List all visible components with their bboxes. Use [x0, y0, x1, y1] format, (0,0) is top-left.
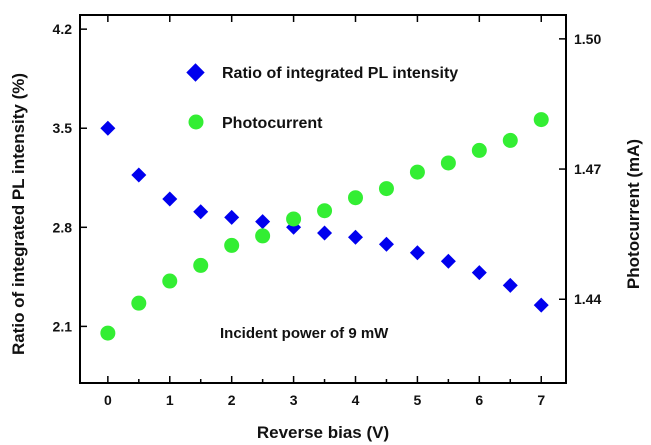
- y-right-tick-label: 1.47: [574, 161, 601, 177]
- photocurrent-point: [286, 211, 302, 227]
- photocurrent-point: [502, 132, 518, 148]
- legend-label-pl-ratio: Ratio of integrated PL intensity: [222, 65, 458, 82]
- photocurrent-point: [317, 203, 333, 219]
- y-left-tick-label: 3.5: [53, 120, 73, 136]
- photocurrent-point: [100, 325, 116, 341]
- x-tick-label: 3: [290, 392, 298, 408]
- x-axis-ticks: 0 1 2 3 4 5 6 7: [104, 15, 545, 408]
- x-tick-label: 4: [352, 392, 360, 408]
- photocurrent-point: [409, 164, 425, 180]
- y-left-axis-title: Ratio of integrated PL intensity (%): [9, 73, 28, 355]
- photocurrent-point: [224, 237, 240, 253]
- pl-ratio-point: [502, 277, 518, 293]
- y-right-axis-title: Photocurrent (mA): [624, 139, 643, 289]
- pl-ratio-point: [533, 297, 549, 313]
- x-tick-label: 6: [475, 392, 483, 408]
- y-left-axis-ticks: 2.1 2.8 3.5 4.2: [53, 21, 87, 334]
- photocurrent-point: [348, 190, 364, 206]
- pl-ratio-point: [471, 265, 487, 281]
- x-tick-label: 0: [104, 392, 112, 408]
- legend: Ratio of integrated PL intensity Photocu…: [186, 63, 458, 132]
- x-axis-title: Reverse bias (V): [257, 423, 389, 442]
- y-right-axis-ticks: 1.44 1.47 1.50: [559, 31, 601, 307]
- pl-ratio-point: [378, 236, 394, 252]
- y-right-tick-label: 1.44: [574, 291, 601, 307]
- x-tick-label: 7: [537, 392, 545, 408]
- photocurrent-point: [471, 142, 487, 158]
- pl-ratio-point: [100, 120, 116, 136]
- y-left-tick-label: 2.8: [53, 219, 73, 235]
- x-tick-label: 5: [414, 392, 422, 408]
- photocurrent-point: [193, 257, 209, 273]
- x-tick-label: 2: [228, 392, 236, 408]
- legend-marker-pl-ratio: [186, 63, 205, 82]
- photocurrent-point: [162, 273, 178, 289]
- legend-label-photocurrent: Photocurrent: [222, 115, 323, 132]
- y-right-tick-label: 1.50: [574, 31, 601, 47]
- pl-ratio-point: [409, 245, 425, 261]
- pl-ratio-point: [162, 191, 178, 207]
- photocurrent-point: [533, 112, 549, 128]
- photocurrent-point: [378, 181, 394, 197]
- y-left-tick-label: 2.1: [53, 318, 73, 334]
- x-tick-label: 1: [166, 392, 174, 408]
- y-left-tick-label: 4.2: [53, 21, 73, 37]
- pl-ratio-point: [131, 167, 147, 183]
- plot-frame: [79, 14, 567, 384]
- legend-marker-photocurrent: [188, 114, 204, 130]
- pl-ratio-point: [440, 253, 456, 269]
- photocurrent-point: [440, 155, 456, 171]
- pl-ratio-point: [317, 225, 333, 241]
- pl-ratio-point: [348, 229, 364, 245]
- photocurrent-point: [131, 295, 147, 311]
- pl-ratio-point: [255, 214, 271, 230]
- pl-ratio-point: [224, 209, 240, 225]
- annotation-incident-power: Incident power of 9 mW: [220, 325, 389, 342]
- pl-ratio-point: [193, 204, 209, 220]
- photocurrent-point: [255, 228, 271, 244]
- series-layer: [100, 112, 549, 341]
